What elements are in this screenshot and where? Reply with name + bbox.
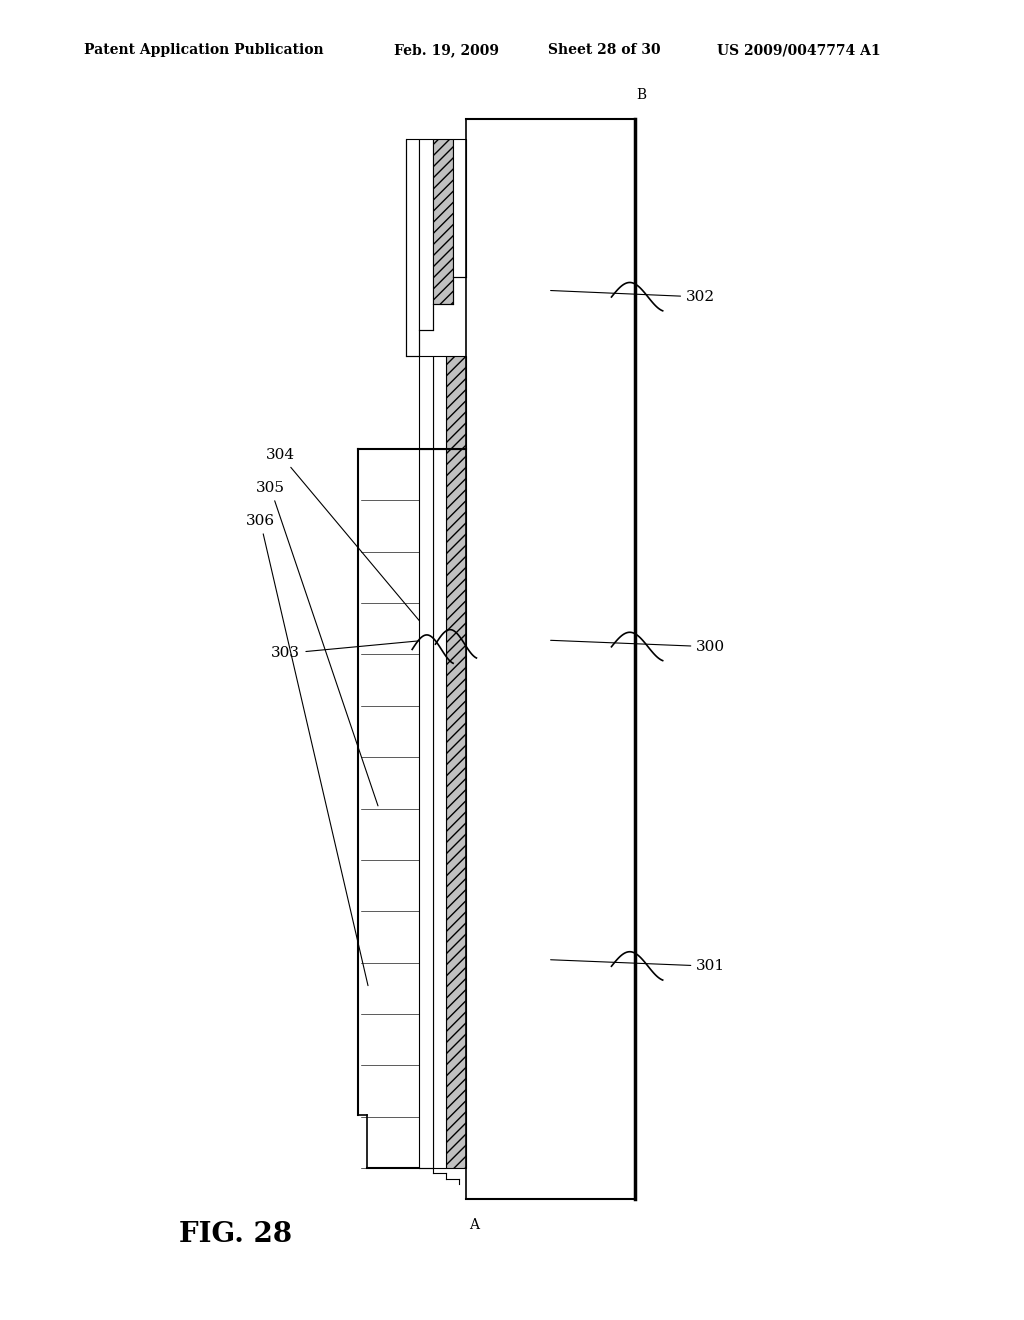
Bar (446, 356, 466, 449)
Bar (406, 139, 420, 356)
Bar (453, 139, 466, 277)
Text: Sheet 28 of 30: Sheet 28 of 30 (548, 44, 660, 57)
Bar (420, 449, 432, 1168)
Bar (433, 139, 453, 304)
Text: 300: 300 (551, 640, 725, 653)
Text: A: A (469, 1218, 479, 1233)
Bar (420, 356, 432, 449)
Text: Patent Application Publication: Patent Application Publication (84, 44, 324, 57)
Text: Feb. 19, 2009: Feb. 19, 2009 (394, 44, 500, 57)
Text: 303: 303 (271, 640, 423, 660)
Bar (420, 139, 433, 330)
Text: 302: 302 (551, 290, 715, 304)
Bar (432, 356, 446, 449)
Bar (432, 449, 446, 1168)
Text: 301: 301 (551, 960, 725, 973)
Bar (358, 449, 466, 1168)
Bar (466, 119, 635, 1199)
Text: 305: 305 (256, 482, 378, 807)
Bar (446, 449, 466, 1168)
Text: 304: 304 (266, 449, 424, 627)
Text: B: B (636, 87, 646, 102)
Text: 306: 306 (246, 515, 368, 986)
Text: US 2009/0047774 A1: US 2009/0047774 A1 (717, 44, 881, 57)
Text: FIG. 28: FIG. 28 (179, 1221, 292, 1247)
